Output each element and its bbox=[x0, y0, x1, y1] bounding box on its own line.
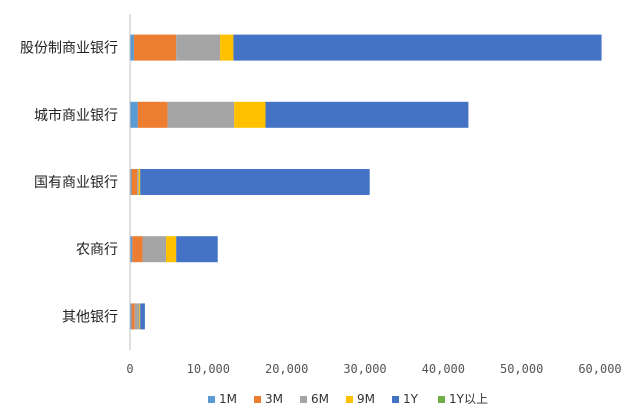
legend-swatch-1M bbox=[208, 396, 215, 403]
x-tick-label: 10,000 bbox=[187, 362, 230, 376]
legend-swatch-9M bbox=[346, 396, 353, 403]
bar-segment-3M-1 bbox=[137, 101, 168, 128]
legend-label: 9M bbox=[357, 392, 375, 406]
bar-segment-9M-0 bbox=[220, 34, 234, 61]
bar-segment-1Y-4 bbox=[140, 303, 145, 330]
bar-segment-9M-4 bbox=[139, 303, 141, 330]
legend-swatch-6M bbox=[300, 396, 307, 403]
bar-segment-3M-2 bbox=[131, 169, 138, 195]
category-label: 城市商业银行 bbox=[34, 107, 118, 124]
bar-segment-1M-1 bbox=[130, 101, 138, 128]
bar-segment-6M-2 bbox=[137, 169, 139, 195]
bar-segment-3M-4 bbox=[131, 303, 135, 330]
x-tick-labels: 0 10,000 20,000 30,000 40,000 50,000 60,000 bbox=[126, 362, 621, 376]
category-label: 其他银行 bbox=[62, 309, 118, 325]
x-tick-label: 50,000 bbox=[500, 362, 543, 376]
category-label: 股份制商业银行 bbox=[20, 41, 118, 57]
legend: 1M 3M 6M 9M 1Y 1Y以上 bbox=[208, 392, 488, 406]
legend-label: 6M bbox=[311, 392, 329, 406]
x-tick-label: 0 bbox=[126, 362, 133, 376]
bar-segment-1Y-1 bbox=[265, 101, 469, 128]
category-label: 国有商业银行 bbox=[34, 175, 118, 191]
legend-label: 1Y bbox=[403, 392, 419, 406]
bar-segment-1M-4 bbox=[130, 303, 132, 330]
bar-segment-9M-3 bbox=[166, 236, 177, 263]
legend-swatch-3M bbox=[254, 396, 261, 403]
x-tick-label: 40,000 bbox=[422, 362, 465, 376]
bar-segment-1Y-0 bbox=[233, 34, 602, 61]
legend-label: 3M bbox=[265, 392, 283, 406]
bar-segment-6M-4 bbox=[134, 303, 140, 330]
bar-segment-6M-3 bbox=[142, 236, 167, 263]
x-tick-label: 20,000 bbox=[265, 362, 308, 376]
legend-swatch-1Y以上 bbox=[438, 396, 445, 403]
bar-segment-1Y-2 bbox=[140, 169, 370, 195]
bar-segment-9M-2 bbox=[138, 169, 141, 195]
bar-segment-1Y-3 bbox=[176, 236, 218, 263]
x-tick-label: 60,000 bbox=[578, 362, 621, 376]
bar-segment-6M-1 bbox=[167, 101, 235, 128]
bar-segment-1M-3 bbox=[130, 236, 133, 263]
bar-segment-1M-2 bbox=[130, 169, 132, 195]
category-label: 农商行 bbox=[76, 242, 118, 258]
legend-swatch-1Y bbox=[392, 396, 399, 403]
bar-segment-6M-0 bbox=[176, 34, 221, 61]
bar-segment-3M-3 bbox=[132, 236, 143, 263]
legend-label: 1M bbox=[219, 392, 237, 406]
bars-layer bbox=[130, 34, 602, 330]
bar-segment-9M-1 bbox=[234, 101, 266, 128]
bar-segment-1M-0 bbox=[130, 34, 134, 61]
x-tick-label: 30,000 bbox=[343, 362, 386, 376]
legend-label: 1Y以上 bbox=[449, 392, 488, 406]
bar-segment-3M-0 bbox=[133, 34, 177, 61]
